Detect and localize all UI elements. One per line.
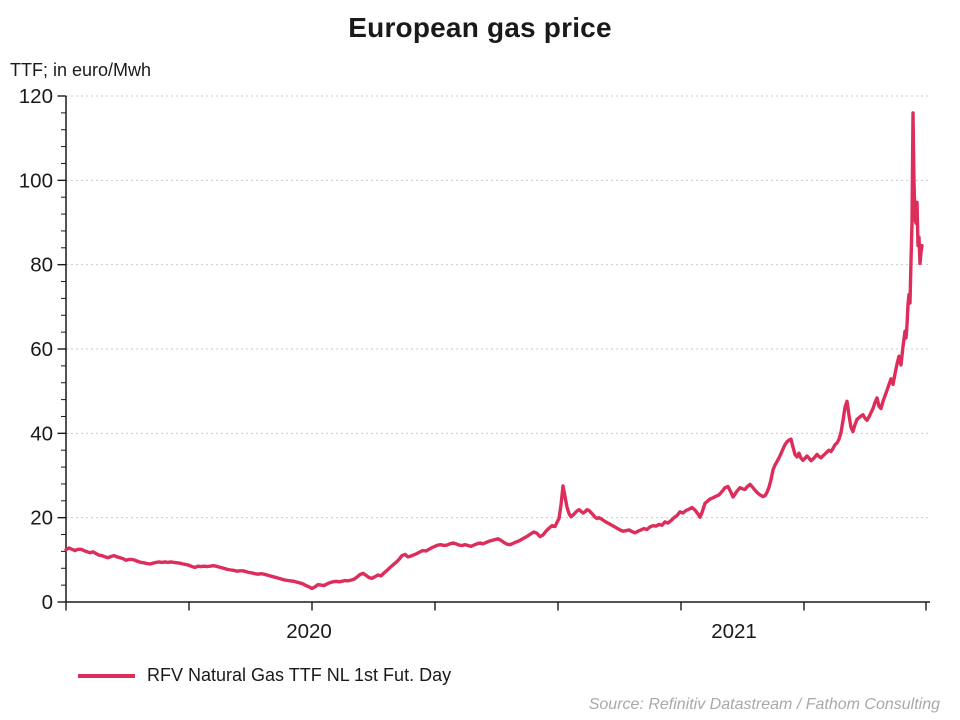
y-axis-tick-label: 40	[30, 422, 53, 445]
legend-series-label: RFV Natural Gas TTF NL 1st Fut. Day	[147, 665, 452, 685]
legend-line-swatch	[78, 673, 135, 678]
chart-legend: RFV Natural Gas TTF NL 1st Fut. Day	[78, 665, 451, 686]
page-title: European gas price	[348, 12, 612, 43]
y-axis-tick-label: 100	[19, 169, 53, 192]
x-axis-year-label: 2020	[286, 620, 332, 643]
price-line	[64, 111, 924, 591]
y-axis-tick-label: 20	[30, 507, 53, 530]
source-credit: Source: Refinitiv Datastream / Fathom Co…	[588, 696, 940, 713]
chart-unit-label: TTF; in euro/Mwh	[10, 60, 152, 80]
y-axis-tick-label: 120	[19, 85, 53, 108]
y-axis-tick-label: 60	[30, 338, 53, 361]
y-axis-tick-label: 0	[42, 591, 53, 614]
y-axis-tick-label: 80	[30, 254, 53, 277]
x-axis-year-label: 2021	[711, 620, 757, 643]
